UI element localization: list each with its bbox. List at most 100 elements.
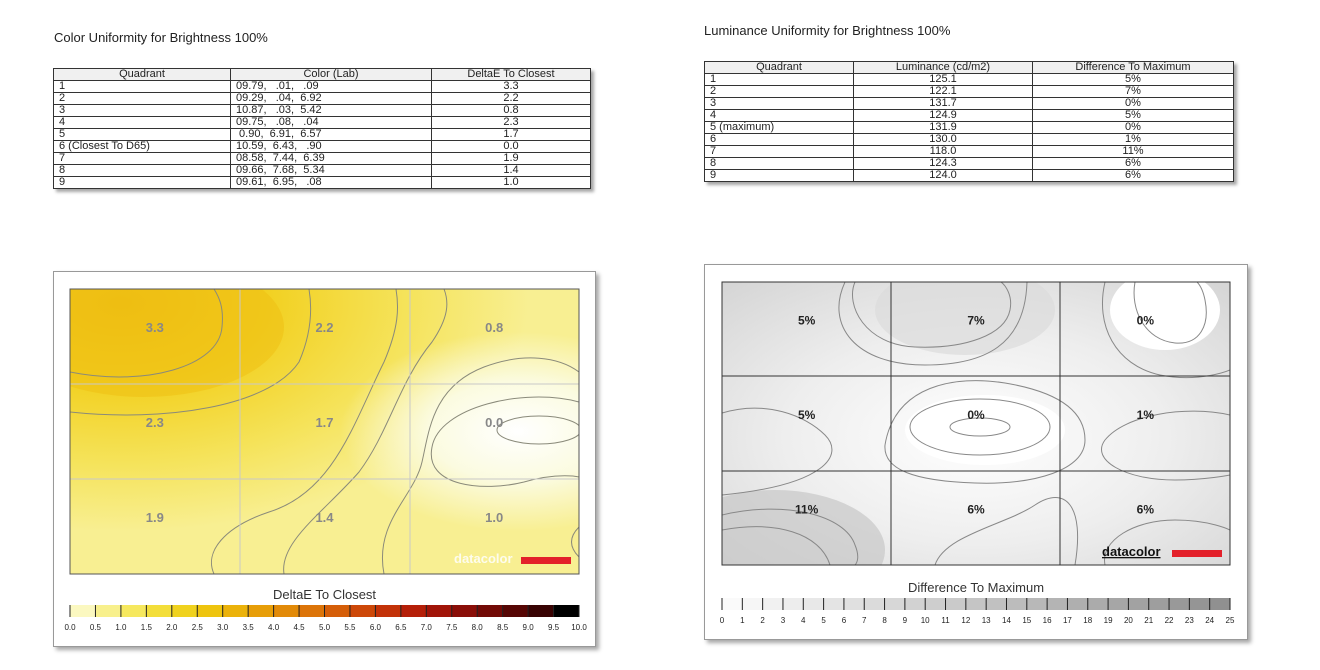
heatmap-cell-label: 11% xyxy=(795,502,819,516)
grid-lines xyxy=(70,289,579,574)
scale-tick-label: 7 xyxy=(862,616,867,625)
table-cell: 6% xyxy=(1032,169,1234,182)
scale-swatch xyxy=(1128,598,1149,610)
heatmap-cell-label: 5% xyxy=(798,408,816,422)
table-cell: 5% xyxy=(1032,109,1234,122)
table-cell: 1.0 xyxy=(431,176,591,189)
col-header: Quadrant xyxy=(704,61,854,74)
deltae-heatmap-card: 3.3 2.2 0.8 2.3 1.7 0.0 1.9 1.4 1.0 datacolor De… xyxy=(53,271,596,647)
table-cell: 4 xyxy=(704,109,854,122)
luminance-scale-title: Difference To Maximum xyxy=(908,580,1044,595)
table-cell: 1 xyxy=(53,80,231,93)
scale-tick-label: 0 xyxy=(720,616,725,625)
table-cell: 2.2 xyxy=(431,92,591,105)
scale-swatch xyxy=(400,605,427,617)
table-cell: 4 xyxy=(53,116,231,129)
table-cell: 09.75, .08, .04 xyxy=(230,116,432,129)
table-cell: 1.9 xyxy=(431,152,591,165)
scale-swatch xyxy=(349,605,376,617)
heatmap-cell-label: 2.3 xyxy=(146,415,164,430)
scale-tick-label: 2 xyxy=(760,616,765,625)
table-row: 5 (maximum) 131.9 0% xyxy=(704,121,1234,134)
table-cell: 7% xyxy=(1032,85,1234,98)
table-cell: 09.61, 6.95, .08 xyxy=(230,176,432,189)
scale-tick-label: 1.0 xyxy=(115,623,127,632)
heatmap-cell-label: 0.8 xyxy=(485,320,503,335)
heatmap-cell-label: 5% xyxy=(798,314,816,328)
table-row: 4 124.9 5% xyxy=(704,109,1234,122)
heatmap-cell-label: 1.7 xyxy=(315,415,333,430)
table-cell: 2.3 xyxy=(431,116,591,129)
table-row: 2 09.29, .04, 6.92 2.2 xyxy=(53,92,591,105)
table-cell: 8 xyxy=(53,164,231,177)
table-cell: 1% xyxy=(1032,133,1234,146)
table-row: 6 130.0 1% xyxy=(704,133,1234,146)
table-cell: 122.1 xyxy=(853,85,1033,98)
table-cell: 118.0 xyxy=(853,145,1033,158)
heatmap-cell-label: 0.0 xyxy=(485,415,503,430)
luminance-uniformity-table: Quadrant Luminance (cd/m2) Difference To… xyxy=(704,61,1234,182)
scale-tick-label: 1 xyxy=(740,616,745,625)
scale-swatch xyxy=(120,605,147,617)
table-cell: 0.90, 6.91, 6.57 xyxy=(230,128,432,141)
scale-tick-label: 13 xyxy=(982,616,991,625)
table-cell: 7 xyxy=(704,145,854,158)
scale-tick-label: 8.5 xyxy=(497,623,509,632)
scale-swatch xyxy=(1047,598,1068,610)
scale-tick-label: 16 xyxy=(1043,616,1052,625)
scale-swatch xyxy=(299,605,325,617)
scale-tick-label: 17 xyxy=(1063,616,1072,625)
scale-tick-label: 3.5 xyxy=(243,623,255,632)
col-header: Difference To Maximum xyxy=(1032,61,1234,74)
heatmap-cell-label: 1.0 xyxy=(485,510,503,525)
scale-swatch xyxy=(1108,598,1129,610)
scale-swatch xyxy=(843,598,865,610)
scale-tick-label: 15 xyxy=(1022,616,1031,625)
scale-tick-label: 14 xyxy=(1002,616,1011,625)
scale-tick-label: 18 xyxy=(1083,616,1092,625)
scale-tick-label: 8.0 xyxy=(472,623,484,632)
datacolor-logo: datacolor xyxy=(454,551,513,566)
scale-tick-label: 10 xyxy=(921,616,930,625)
col-header: Luminance (cd/m2) xyxy=(853,61,1033,74)
scale-tick-label: 5.5 xyxy=(344,623,356,632)
heatmap-cell-label: 3.3 xyxy=(146,320,164,335)
table-cell: 124.9 xyxy=(853,109,1033,122)
table-cell: 10.59, 6.43, .90 xyxy=(230,140,432,153)
col-header: Color (Lab) xyxy=(230,68,432,81)
scale-swatch xyxy=(477,605,503,617)
scale-swatch xyxy=(722,598,743,610)
scale-tick-label: 2.5 xyxy=(192,623,204,632)
table-cell: 09.79, .01, .09 xyxy=(230,80,432,93)
scale-swatch xyxy=(70,605,96,617)
scale-swatch xyxy=(451,605,478,617)
datacolor-logo-bar xyxy=(1172,550,1222,557)
table-row: 1 09.79, .01, .09 3.3 xyxy=(53,80,591,93)
table-row: 7 118.0 11% xyxy=(704,145,1234,158)
scale-swatch xyxy=(95,605,121,617)
scale-swatch xyxy=(1209,598,1230,610)
table-cell: 2 xyxy=(53,92,231,105)
table-row: 4 09.75, .08, .04 2.3 xyxy=(53,116,591,129)
table-cell: 11% xyxy=(1032,145,1234,158)
scale-tick-label: 11 xyxy=(941,616,950,625)
scale-swatch xyxy=(248,605,274,617)
table-cell: 8 xyxy=(704,157,854,170)
table-cell: 09.29, .04, 6.92 xyxy=(230,92,432,105)
table-cell: 125.1 xyxy=(853,73,1033,86)
scale-swatch xyxy=(1006,598,1027,610)
scale-swatch xyxy=(146,605,172,617)
scale-swatch xyxy=(528,605,554,617)
table-cell: 3 xyxy=(53,104,231,117)
heatmap-cell-label: 1.4 xyxy=(315,510,334,525)
table-cell: 3.3 xyxy=(431,80,591,93)
table-row: 5 0.90, 6.91, 6.57 1.7 xyxy=(53,128,591,141)
scale-tick-label: 4.0 xyxy=(268,623,280,632)
table-cell: 0.0 xyxy=(431,140,591,153)
table-cell: 130.0 xyxy=(853,133,1033,146)
scale-tick-label: 21 xyxy=(1144,616,1153,625)
heatmap-cell-label: 2.2 xyxy=(315,320,333,335)
scale-swatch xyxy=(945,598,966,610)
scale-tick-label: 4.5 xyxy=(293,623,305,632)
luminance-heatmap-card: 5% 7% 0% 5% 0% 1% 11% 6% 6% datacolor Difference… xyxy=(704,264,1248,640)
